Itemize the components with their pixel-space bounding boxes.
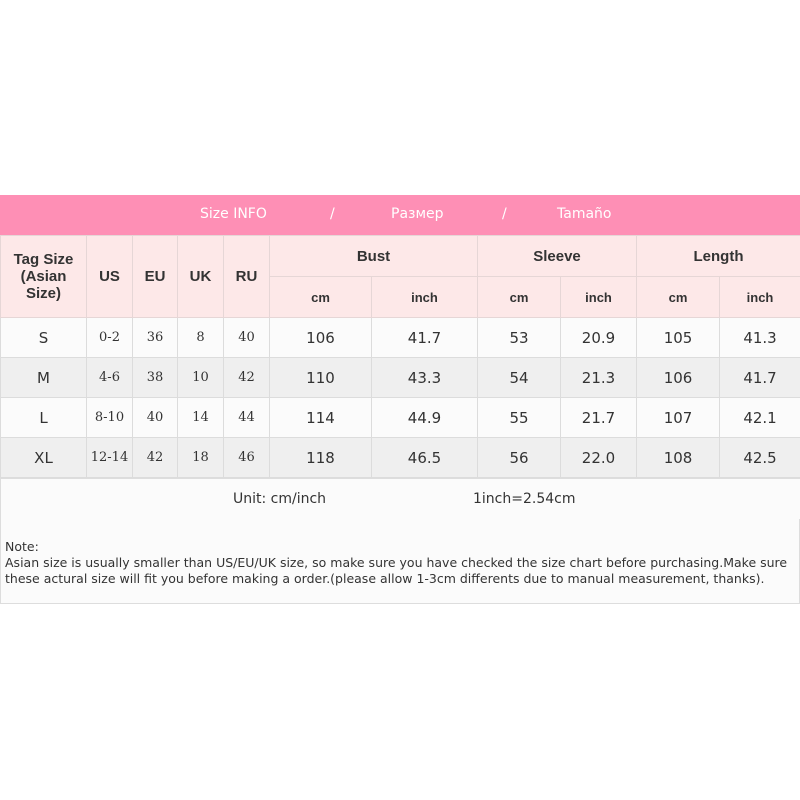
table-cell: 53: [477, 317, 561, 358]
header-bust-cm: cm: [269, 276, 372, 318]
size-info-banner: Size INFO / Размер / Tamaño: [0, 195, 800, 235]
table-cell: 107: [636, 397, 721, 438]
table-cell: 42.1: [719, 397, 800, 438]
table-cell: 55: [477, 397, 561, 438]
banner-title-en: Size INFO: [200, 206, 267, 222]
table-cell: 38: [132, 357, 178, 398]
header-sleeve-inch: inch: [559, 276, 638, 318]
table-cell: 105: [636, 317, 721, 358]
header-sleeve: Sleeve: [476, 235, 638, 277]
table-cell: 106: [269, 317, 372, 358]
size-table: Tag Size (Asian Size) US EU UK RU Bust S…: [0, 235, 800, 478]
table-cell: 118: [269, 437, 372, 478]
header-bust: Bust: [269, 235, 478, 277]
banner-separator: /: [330, 206, 335, 222]
note-box: Note: Asian size is usually smaller than…: [0, 519, 800, 604]
table-cell: 46.5: [371, 437, 478, 478]
header-uk: UK: [177, 235, 224, 318]
table-cell: XL: [0, 437, 87, 478]
note-text: Asian size is usually smaller than US/EU…: [5, 555, 788, 586]
table-cell: 41.7: [371, 317, 478, 358]
table-cell: 42: [223, 357, 270, 398]
table-cell: L: [0, 397, 87, 438]
table-cell: 44.9: [371, 397, 478, 438]
table-cell: 21.3: [559, 357, 638, 398]
header-ru: RU: [223, 235, 270, 318]
header-length-cm: cm: [636, 276, 721, 318]
banner-title-ru: Размер: [391, 206, 444, 222]
table-cell: 8: [177, 317, 224, 358]
table-cell: 41.3: [719, 317, 800, 358]
note-title: Note:: [5, 539, 39, 554]
unit-row: Unit: cm/inch 1inch=2.54cm: [0, 478, 800, 520]
table-cell: 44: [223, 397, 270, 438]
table-cell: 18: [177, 437, 224, 478]
table-cell: M: [0, 357, 87, 398]
header-tag-size: Tag Size (Asian Size): [0, 235, 87, 318]
table-cell: 36: [132, 317, 178, 358]
table-cell: 21.7: [559, 397, 638, 438]
table-cell: 43.3: [371, 357, 478, 398]
unit-conversion: 1inch=2.54cm: [473, 491, 576, 507]
table-row: L 8-10 40 14 44 114 44.9 55 21.7 107 42.1: [0, 397, 800, 438]
header-length-inch: inch: [719, 276, 800, 318]
table-cell: 4-6: [86, 357, 133, 398]
unit-label: Unit: cm/inch: [233, 491, 327, 507]
table-cell: 42.5: [719, 437, 800, 478]
table-cell: 108: [636, 437, 721, 478]
table-cell: 110: [269, 357, 372, 398]
table-cell: 114: [269, 397, 372, 438]
table-cell: 41.7: [719, 357, 800, 398]
table-cell: 14: [177, 397, 224, 438]
table-cell: 12-14: [86, 437, 133, 478]
header-us: US: [86, 235, 133, 318]
table-cell: 54: [477, 357, 561, 398]
table-cell: 20.9: [559, 317, 638, 358]
table-cell: 46: [223, 437, 270, 478]
header-eu: EU: [132, 235, 178, 318]
table-cell: 40: [223, 317, 270, 358]
table-row: S 0-2 36 8 40 106 41.7 53 20.9 105 41.3: [0, 317, 800, 358]
table-cell: 8-10: [86, 397, 133, 438]
table-cell: S: [0, 317, 87, 358]
table-cell: 0-2: [86, 317, 133, 358]
table-row: M 4-6 38 10 42 110 43.3 54 21.3 106 41.7: [0, 357, 800, 398]
banner-separator: /: [502, 206, 507, 222]
table-cell: 42: [132, 437, 178, 478]
header-bust-inch: inch: [371, 276, 478, 318]
table-cell: 40: [132, 397, 178, 438]
table-cell: 106: [636, 357, 721, 398]
table-row: XL 12-14 42 18 46 118 46.5 56 22.0 108 42.5: [0, 437, 800, 478]
table-cell: 10: [177, 357, 224, 398]
header-sleeve-cm: cm: [477, 276, 561, 318]
table-cell: 22.0: [559, 437, 638, 478]
banner-title-es: Tamaño: [557, 206, 612, 222]
header-length: Length: [636, 235, 800, 277]
table-cell: 56: [477, 437, 561, 478]
